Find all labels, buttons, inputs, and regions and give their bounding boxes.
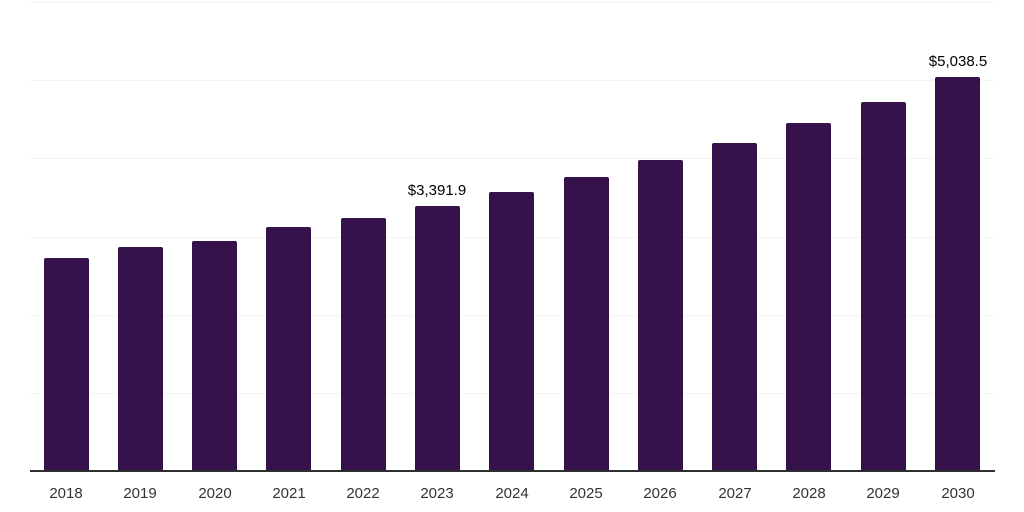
x-tick-label-2018: 2018 <box>49 485 83 502</box>
bar-2026 <box>638 160 683 471</box>
x-tick-label-2019: 2019 <box>123 485 157 502</box>
x-tick-label-2030: 2030 <box>941 485 975 502</box>
data-label-2030: $5,038.5 <box>928 53 988 70</box>
x-tick-label-2024: 2024 <box>495 485 529 502</box>
bar-2022 <box>341 218 386 471</box>
bar-2024 <box>489 192 534 471</box>
bar-2027 <box>712 143 757 471</box>
gridline <box>30 80 995 81</box>
bar-2023 <box>415 206 460 471</box>
x-tick-label-2027: 2027 <box>718 485 752 502</box>
x-axis-line <box>30 470 995 472</box>
x-tick-label-2025: 2025 <box>569 485 603 502</box>
bar-2030 <box>935 77 980 471</box>
x-tick-label-2022: 2022 <box>346 485 380 502</box>
x-tick-label-2026: 2026 <box>643 485 677 502</box>
data-label-2023: $3,391.9 <box>407 182 467 199</box>
bar-2021 <box>266 227 311 471</box>
bar-2019 <box>118 247 163 471</box>
gridline <box>30 2 995 3</box>
x-tick-label-2028: 2028 <box>792 485 826 502</box>
bar-2029 <box>861 102 906 471</box>
x-tick-label-2021: 2021 <box>272 485 306 502</box>
x-tick-label-2020: 2020 <box>198 485 232 502</box>
gridline <box>30 158 995 159</box>
bar-2020 <box>192 241 237 471</box>
bar-2025 <box>564 177 609 471</box>
x-tick-label-2023: 2023 <box>420 485 454 502</box>
x-tick-label-2029: 2029 <box>866 485 900 502</box>
bar-2028 <box>786 123 831 471</box>
bar-2018 <box>44 258 89 471</box>
